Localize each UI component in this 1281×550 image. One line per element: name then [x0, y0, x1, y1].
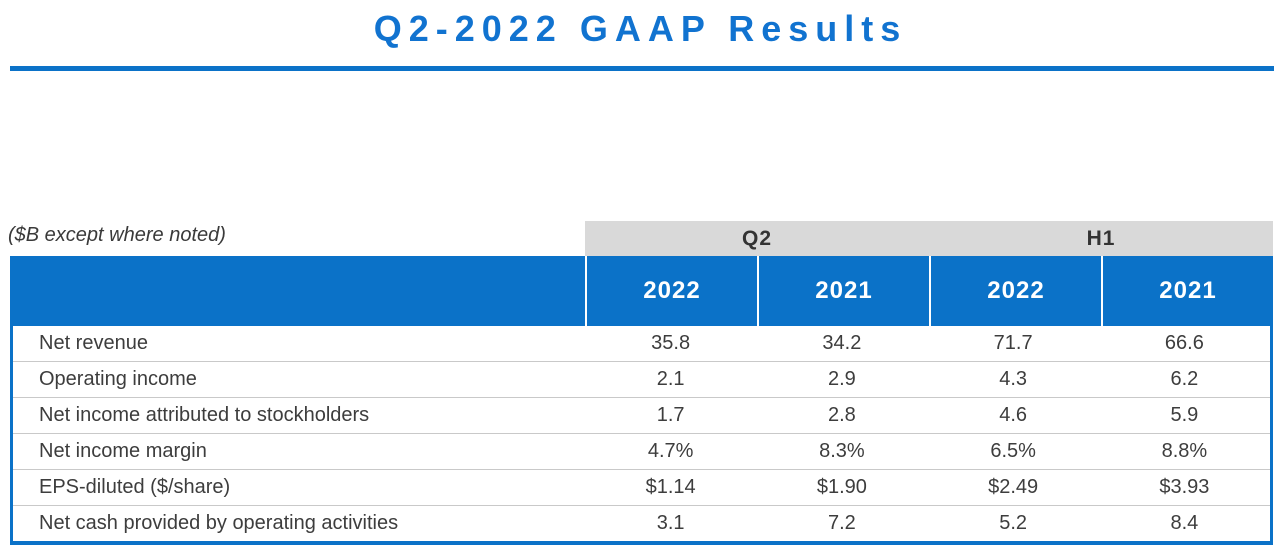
row-label: Net income margin — [39, 440, 207, 462]
row-label: EPS-diluted ($/share) — [39, 476, 231, 498]
cell-value: 2.1 — [656, 368, 685, 390]
cell-value: $1.14 — [645, 476, 696, 498]
cell-value: 2.8 — [827, 404, 856, 426]
cell-value: 8.4 — [1170, 512, 1199, 534]
row-label: Net cash provided by operating activitie… — [39, 512, 399, 534]
title-underline-rule — [10, 66, 1274, 71]
year-header-q2-2021: 2021 — [757, 256, 929, 326]
cell-value: 6.2 — [1170, 368, 1199, 390]
cell-value: 4.6 — [999, 404, 1028, 426]
cell-value: 71.7 — [993, 332, 1033, 354]
table-row-eps-diluted: EPS-diluted ($/share) $1.14 $1.90 $2.49 … — [13, 469, 1270, 505]
cell-value: $3.93 — [1159, 476, 1210, 498]
cell-value: 3.1 — [656, 512, 685, 534]
cell-value: 34.2 — [822, 332, 862, 354]
cell-value: $2.49 — [988, 476, 1039, 498]
table-row-net-cash-operating: Net cash provided by operating activitie… — [13, 505, 1270, 541]
table-row-operating-income: Operating income 2.1 2.9 4.3 6.2 — [13, 361, 1270, 397]
units-note: ($B except where noted) — [8, 224, 226, 246]
cell-value: $1.90 — [816, 476, 867, 498]
cell-value: 2.9 — [827, 368, 856, 390]
cell-value: 4.3 — [999, 368, 1028, 390]
table-row-net-income-margin: Net income margin 4.7% 8.3% 6.5% 8.8% — [13, 433, 1270, 469]
cell-value: 4.7% — [647, 440, 694, 462]
cell-value: 8.3% — [819, 440, 865, 462]
cell-value: 8.8% — [1161, 440, 1208, 462]
page-title: Q2-2022 GAAP Results — [373, 8, 908, 49]
group-header-h1: H1 — [1086, 227, 1116, 250]
cell-value: 1.7 — [656, 404, 685, 426]
results-table: Net revenue 35.8 34.2 71.7 66.6 Operatin… — [10, 326, 1273, 545]
cell-value: 6.5% — [990, 440, 1036, 462]
row-label: Net income attributed to stockholders — [39, 404, 370, 426]
table-row-net-income-stockholders: Net income attributed to stockholders 1.… — [13, 397, 1270, 433]
group-header-q2: Q2 — [741, 227, 772, 250]
year-header-h1-2022: 2022 — [929, 256, 1101, 326]
cell-value: 5.9 — [1170, 404, 1199, 426]
year-header-spacer — [10, 256, 585, 326]
cell-value: 7.2 — [827, 512, 856, 534]
cell-value: 5.2 — [999, 512, 1028, 534]
year-header-row: 2022 2021 2022 2021 — [10, 256, 1273, 326]
year-header-q2-2022: 2022 — [585, 256, 757, 326]
row-label: Operating income — [39, 368, 197, 390]
cell-value: 35.8 — [651, 332, 691, 354]
year-header-h1-2021: 2021 — [1101, 256, 1273, 326]
column-group-header: Q2 H1 — [585, 221, 1273, 256]
table-row-net-revenue: Net revenue 35.8 34.2 71.7 66.6 — [13, 326, 1270, 361]
cell-value: 66.6 — [1164, 332, 1204, 354]
row-label: Net revenue — [39, 332, 148, 354]
